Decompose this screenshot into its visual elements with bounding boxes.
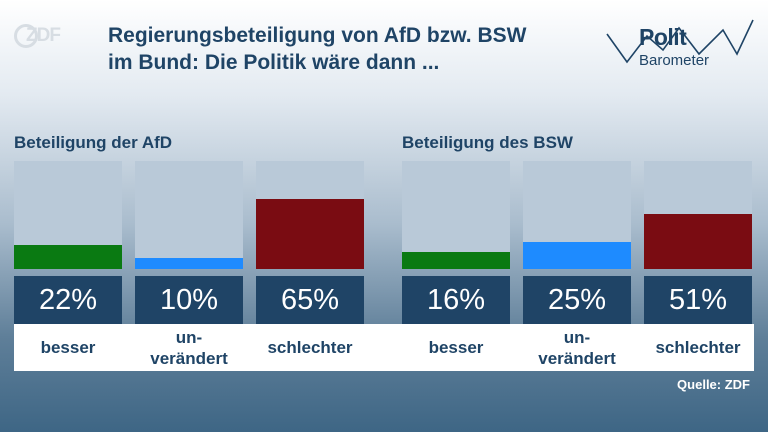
value-label-bsw-schlechter: 51% xyxy=(644,276,752,324)
bar-bsw-besser xyxy=(402,252,510,269)
chart-title: Regierungsbeteiligung von AfD bzw. BSW i… xyxy=(108,22,578,76)
bar-background-bsw-unverändert xyxy=(523,161,631,269)
category-label-strip xyxy=(14,324,754,371)
value-label-afd-unverändert: 10% xyxy=(135,276,243,324)
zdf-logo-ring-icon xyxy=(14,24,38,48)
bar-background-bsw-besser xyxy=(402,161,510,269)
value-label-bsw-besser: 16% xyxy=(402,276,510,324)
zdf-logo-text: ZDF xyxy=(26,25,61,46)
value-label-afd-schlechter: 65% xyxy=(256,276,364,324)
category-label-bsw-besser: besser xyxy=(428,338,484,357)
bar-background-afd-besser xyxy=(14,161,122,269)
category-label-afd-unverändert: un- verändert xyxy=(150,327,228,368)
bar-afd-unverändert xyxy=(135,258,243,269)
politbarometer-zigzag-icon xyxy=(606,19,754,64)
politbarometer-word-1: Polit xyxy=(639,24,687,50)
source-note: Quelle: ZDF xyxy=(677,377,750,392)
value-label-afd-besser: 22% xyxy=(14,276,122,324)
bar-bsw-schlechter xyxy=(644,214,752,269)
group-title-afd: Beteiligung der AfD xyxy=(14,133,173,152)
bar-background-afd-unverändert xyxy=(135,161,243,269)
chart-title-line-1: Regierungsbeteiligung von AfD bzw. BSW xyxy=(108,24,527,47)
category-label-bsw-unverändert: un- verändert xyxy=(538,327,616,368)
category-label-afd-schlechter: schlechter xyxy=(267,338,353,357)
bar-background-bsw-schlechter xyxy=(644,161,752,269)
zdf-logo: ZDF xyxy=(14,22,61,50)
group-title-bsw: Beteiligung des BSW xyxy=(402,133,573,152)
bar-bsw-unverändert xyxy=(523,242,631,269)
category-label-bsw-schlechter: schlechter xyxy=(655,338,741,357)
politbarometer-word-2: Barometer xyxy=(639,52,710,69)
politbarometer-logo: Polit Barometer xyxy=(605,14,755,74)
value-label-bsw-unverändert: 25% xyxy=(523,276,631,324)
bar-afd-schlechter xyxy=(256,199,364,269)
category-label-afd-besser: besser xyxy=(40,338,96,357)
bar-afd-besser xyxy=(14,245,122,269)
chart-title-line-2: im Bund: Die Politik wäre dann ... xyxy=(108,51,440,74)
bar-background-afd-schlechter xyxy=(256,161,364,269)
